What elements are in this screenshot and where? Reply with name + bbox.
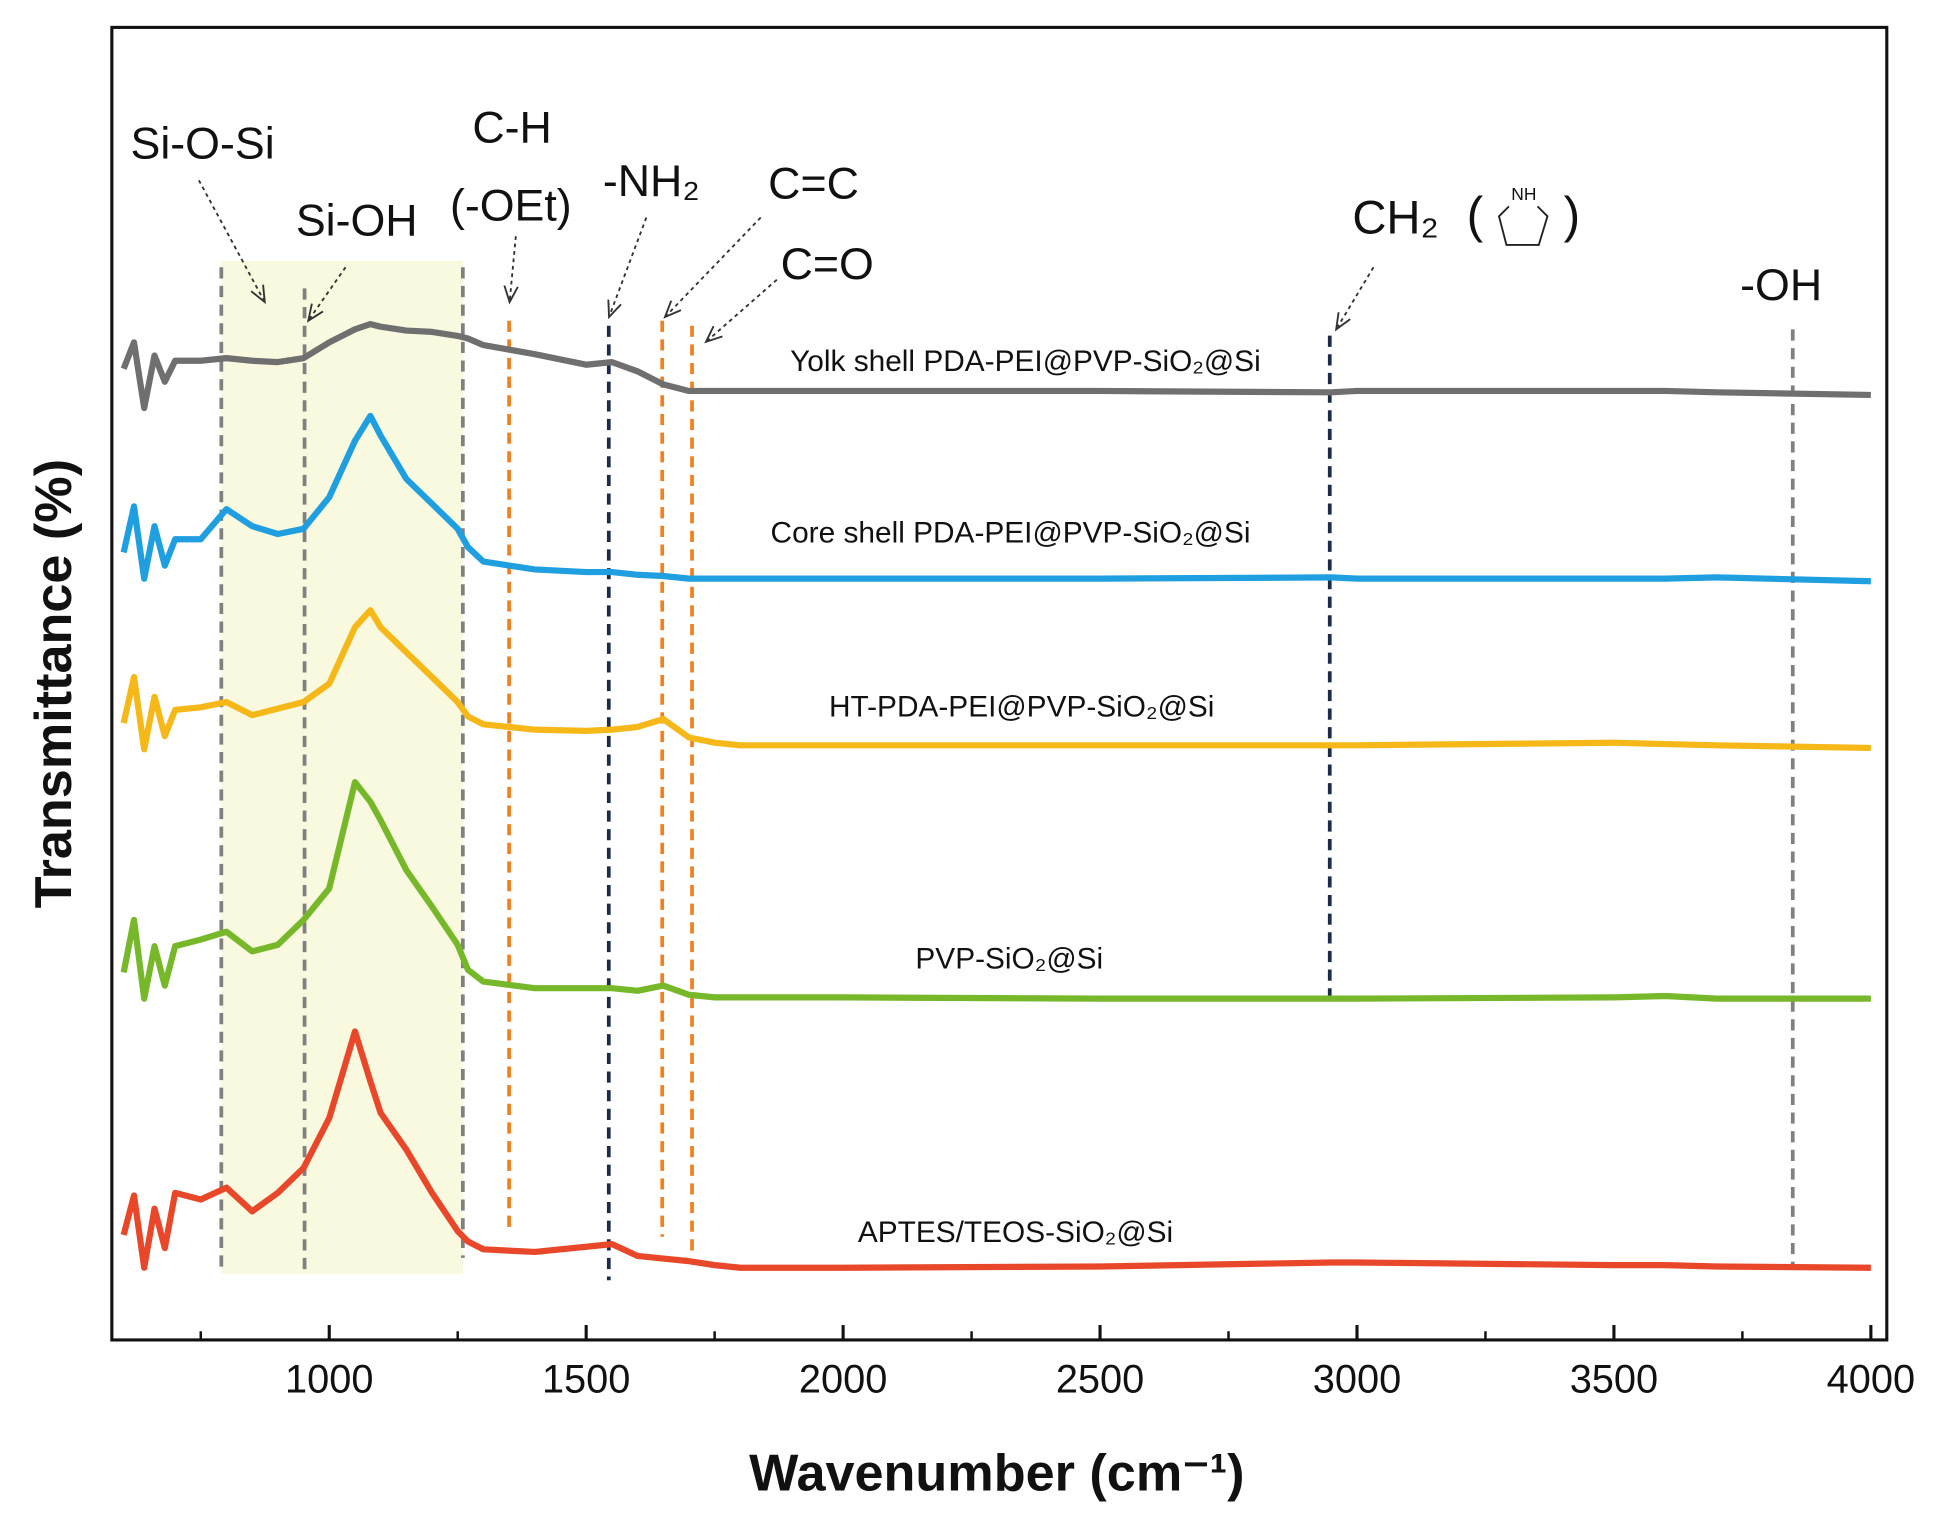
arrow-head [1334,312,1351,332]
ring-icon [1497,205,1549,246]
shaded-region [221,261,463,1275]
plot-frame [110,25,1889,1342]
spectrum-line [120,1028,1871,1271]
x-axis-label: Wavenumber (cm⁻¹) [749,1444,1244,1502]
series-label: HT-PDA-PEI@PVP-SiO₂@Si [829,690,1214,723]
annotation: Si-OH [296,196,418,246]
annotation: ) [1564,187,1581,243]
annotation-arrow [705,279,778,343]
spectrum-line [120,779,1871,1002]
annotation-arrow [1335,266,1375,330]
x-tick-label: 1000 [285,1358,373,1402]
x-tick-label: 2000 [799,1358,887,1402]
spectrum-line [120,607,1871,753]
y-axis-label: Transmittance (%) [25,459,83,909]
arrow-head [704,325,723,344]
x-tick-label: 1500 [542,1358,630,1402]
annotation-arrow [508,236,517,303]
annotation-arrow [608,217,648,318]
annotation-arrow [198,179,266,303]
series-label: PVP-SiO₂@Si [915,943,1103,976]
annotation-arrow [664,216,762,318]
spectrum-line [120,412,1871,585]
arrow-head [306,303,324,323]
annotation: -OH [1740,260,1822,310]
annotation: Si-O-Si [131,119,275,169]
arrow-head [663,300,682,319]
arrow-head [250,284,266,305]
series-label: APTES/TEOS-SiO₂@Si [858,1216,1173,1249]
arrow-head [607,299,622,320]
series-label: Yolk shell PDA-PEI@PVP-SiO₂@Si [790,345,1261,378]
arrow-head [503,285,519,305]
annotation-arrow [307,266,347,322]
x-tick-label: 4000 [1827,1358,1915,1402]
annotation: C=C [768,158,859,208]
annotation: C-H [472,102,552,152]
annotation: -NH₂ [603,156,700,206]
annotation: C=O [781,239,874,289]
spectrum-line [120,320,1871,412]
ring-label: NH [1511,184,1536,204]
annotation: CH₂ [1352,192,1439,245]
series-label: Core shell PDA-PEI@PVP-SiO₂@Si [771,516,1251,549]
x-tick-label: 3000 [1313,1358,1401,1402]
x-tick-label: 2500 [1056,1358,1144,1402]
x-tick-label: 3500 [1570,1358,1658,1402]
annotation: (-OEt) [450,181,572,231]
annotation: ( [1467,187,1484,243]
